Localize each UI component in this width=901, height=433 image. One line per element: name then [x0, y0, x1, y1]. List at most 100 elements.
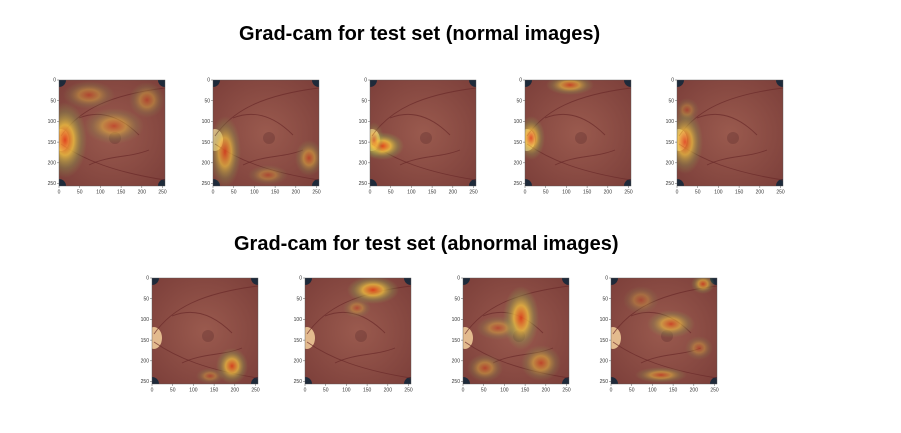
x-tick-label: 250 [562, 388, 571, 394]
y-tick-label: 100 [202, 119, 211, 125]
heatmap-region [63, 81, 115, 109]
gradcam-abnormal-1: 0 50 100 150 200 250 0 50 100 150 200 250 [141, 275, 263, 397]
y-tick-label: 150 [514, 140, 523, 146]
heatmap-region [677, 98, 699, 122]
normal-section-title: Grad-cam for test set (normal images) [239, 23, 601, 45]
x-tick-label: 100 [714, 190, 723, 196]
heatmap-region [476, 316, 520, 340]
heatmap-region [467, 354, 503, 382]
x-tick-label: 0 [462, 388, 465, 394]
heatmap-region [521, 345, 561, 381]
x-tick-label: 100 [648, 388, 657, 394]
y-tick-label: 200 [294, 359, 303, 365]
x-tick-label: 250 [251, 388, 260, 394]
x-tick-label: 250 [710, 388, 719, 394]
fundus-image [59, 80, 165, 186]
x-tick-label: 150 [117, 190, 126, 196]
x-tick-label: 100 [250, 190, 259, 196]
x-tick-label: 200 [384, 388, 393, 394]
x-tick-label: 150 [210, 388, 219, 394]
fundus-image [305, 278, 411, 384]
x-tick-label: 250 [404, 388, 413, 394]
heatmap-region [213, 116, 241, 186]
y-tick-label: 50 [50, 98, 56, 104]
y-tick-label: 150 [600, 338, 609, 344]
gradcam-normal-3: 0 50 100 150 200 250 0 50 100 150 200 250 [359, 77, 481, 199]
heatmap-region [691, 278, 715, 294]
optic-disc [305, 327, 315, 349]
heatmap-region [347, 278, 399, 304]
x-tick-label: 0 [524, 190, 527, 196]
y-tick-label: 250 [666, 181, 675, 187]
x-tick-label: 200 [138, 190, 147, 196]
y-tick-label: 0 [671, 78, 674, 84]
y-tick-label: 200 [141, 359, 150, 365]
y-tick-label: 200 [48, 161, 57, 167]
y-tick-label: 150 [452, 338, 461, 344]
x-tick-label: 100 [407, 190, 416, 196]
gradcam-normal-4: 0 50 100 150 200 250 0 50 100 150 200 250 [514, 77, 636, 199]
y-tick-label: 100 [600, 317, 609, 323]
x-tick-label: 50 [481, 388, 487, 394]
heatmap-region [59, 102, 87, 178]
x-tick-label: 200 [231, 388, 240, 394]
x-tick-label: 150 [735, 190, 744, 196]
x-tick-label: 150 [669, 388, 678, 394]
y-tick-label: 50 [516, 98, 522, 104]
x-tick-label: 100 [96, 190, 105, 196]
x-tick-label: 250 [776, 190, 785, 196]
fundus-image [677, 80, 783, 186]
y-tick-label: 100 [514, 119, 523, 125]
y-tick-label: 0 [364, 78, 367, 84]
heatmap-region [84, 108, 144, 144]
optic-disc [152, 327, 162, 349]
optic-disc [463, 327, 473, 349]
y-tick-label: 200 [452, 359, 461, 365]
y-tick-label: 50 [296, 296, 302, 302]
x-tick-label: 250 [469, 190, 478, 196]
y-tick-label: 50 [602, 296, 608, 302]
y-tick-label: 100 [48, 119, 57, 125]
x-tick-label: 200 [604, 190, 613, 196]
x-tick-label: 200 [756, 190, 765, 196]
x-tick-label: 50 [170, 388, 176, 394]
x-tick-label: 200 [292, 190, 301, 196]
heatmap-region [343, 298, 371, 318]
fundus-image [463, 278, 569, 384]
y-tick-label: 100 [359, 119, 368, 125]
fundus-image [525, 80, 631, 186]
y-tick-label: 0 [299, 276, 302, 282]
y-tick-label: 150 [141, 338, 150, 344]
y-tick-label: 200 [202, 161, 211, 167]
heatmap-region [525, 116, 545, 160]
fundus-image [370, 80, 476, 186]
x-tick-label: 250 [624, 190, 633, 196]
fundus-image [152, 278, 258, 384]
heatmap-region [685, 336, 713, 360]
x-tick-label: 150 [583, 190, 592, 196]
heatmap-region [546, 80, 594, 95]
y-tick-label: 150 [202, 140, 211, 146]
x-tick-label: 0 [676, 190, 679, 196]
x-tick-label: 50 [695, 190, 701, 196]
x-tick-label: 100 [562, 190, 571, 196]
fundus-image [213, 80, 319, 186]
x-tick-label: 0 [610, 388, 613, 394]
x-tick-label: 100 [342, 388, 351, 394]
x-tick-label: 0 [304, 388, 307, 394]
fundus-image [611, 278, 717, 384]
heatmap-region [196, 368, 224, 384]
y-tick-label: 50 [454, 296, 460, 302]
y-tick-label: 200 [359, 161, 368, 167]
heatmap-region [129, 82, 165, 118]
y-tick-label: 250 [600, 379, 609, 385]
x-tick-label: 50 [231, 190, 237, 196]
y-tick-label: 50 [143, 296, 149, 302]
x-tick-label: 100 [500, 388, 509, 394]
